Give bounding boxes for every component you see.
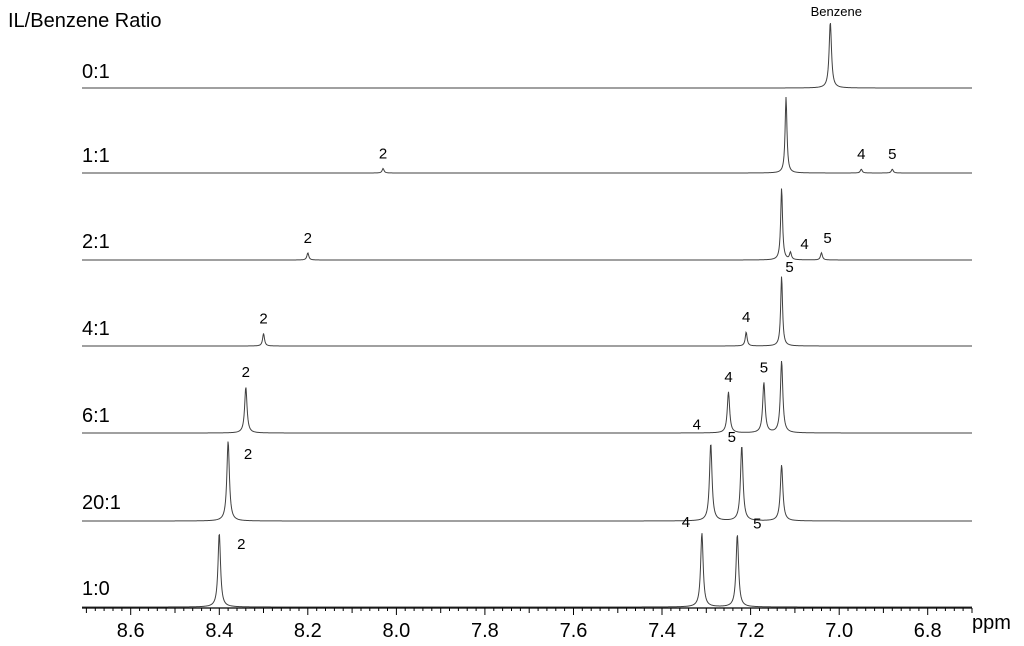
peak-label-1-1: Benzene <box>811 4 862 19</box>
peak-label-7-3: 5 <box>753 516 761 533</box>
y-axis-title: IL/Benzene Ratio <box>8 10 162 32</box>
spectrum-trace-3 <box>82 188 972 261</box>
ratio-label-1-0: 1:0 <box>82 578 110 600</box>
ratio-label-2-1: 2:1 <box>82 231 110 253</box>
spectra-layer <box>82 23 972 608</box>
peak-label-6-3: 5 <box>728 429 736 446</box>
spectrum-trace-5 <box>82 360 972 434</box>
peak-label-3-4: 5 <box>823 230 831 247</box>
peak-label-4-3: 5 <box>785 259 793 276</box>
spectrum-trace-7 <box>82 533 972 608</box>
peak-label-3-1: 2 <box>304 230 312 247</box>
x-axis-label: ppm <box>972 612 1011 634</box>
peak-label-7-1: 2 <box>237 536 245 553</box>
peak-label-7-2: 4 <box>682 514 690 531</box>
x-tick-label: 8.4 <box>205 620 233 642</box>
ratio-label-20-1: 20:1 <box>82 492 121 514</box>
ratio-label-1-1: 1:1 <box>82 145 110 167</box>
x-tick-label: 7.0 <box>825 620 853 642</box>
peak-label-5-3: 5 <box>760 360 768 377</box>
spectrum-trace-4 <box>82 276 972 347</box>
ratio-label-0-1: 0:1 <box>82 61 110 83</box>
x-tick-label: 7.4 <box>648 620 676 642</box>
spectrum-trace-6 <box>82 441 972 522</box>
peak-label-6-2: 4 <box>693 416 701 433</box>
x-tick-label: 7.2 <box>737 620 765 642</box>
peak-label-4-1: 2 <box>259 310 267 327</box>
x-tick-label: 8.6 <box>117 620 145 642</box>
x-tick-label: 8.0 <box>382 620 410 642</box>
x-axis: 8.6 8.4 8.2 8.0 7.8 7.6 7.4 7.2 7.0 6.8 <box>82 607 973 642</box>
ratio-label-6-1: 6:1 <box>82 405 110 427</box>
peak-label-6-1: 2 <box>244 446 252 463</box>
x-tick-label: 8.2 <box>294 620 322 642</box>
x-tick-label: 7.6 <box>560 620 588 642</box>
spectrum-trace-1 <box>82 23 972 89</box>
x-tick-label: 6.8 <box>914 620 942 642</box>
peak-label-2-3: 4 <box>857 146 865 163</box>
peak-label-5-2: 4 <box>724 369 732 386</box>
peak-label-2-1: 2 <box>379 145 387 162</box>
x-tick-label: 7.8 <box>471 620 499 642</box>
peak-label-2-4: 5 <box>888 146 896 163</box>
peak-label-3-3: 4 <box>800 236 808 253</box>
ratio-label-4-1: 4:1 <box>82 318 110 340</box>
peak-label-4-2: 4 <box>742 309 750 326</box>
spectrum-trace-2 <box>82 97 972 174</box>
peak-label-5-1: 2 <box>242 364 250 381</box>
